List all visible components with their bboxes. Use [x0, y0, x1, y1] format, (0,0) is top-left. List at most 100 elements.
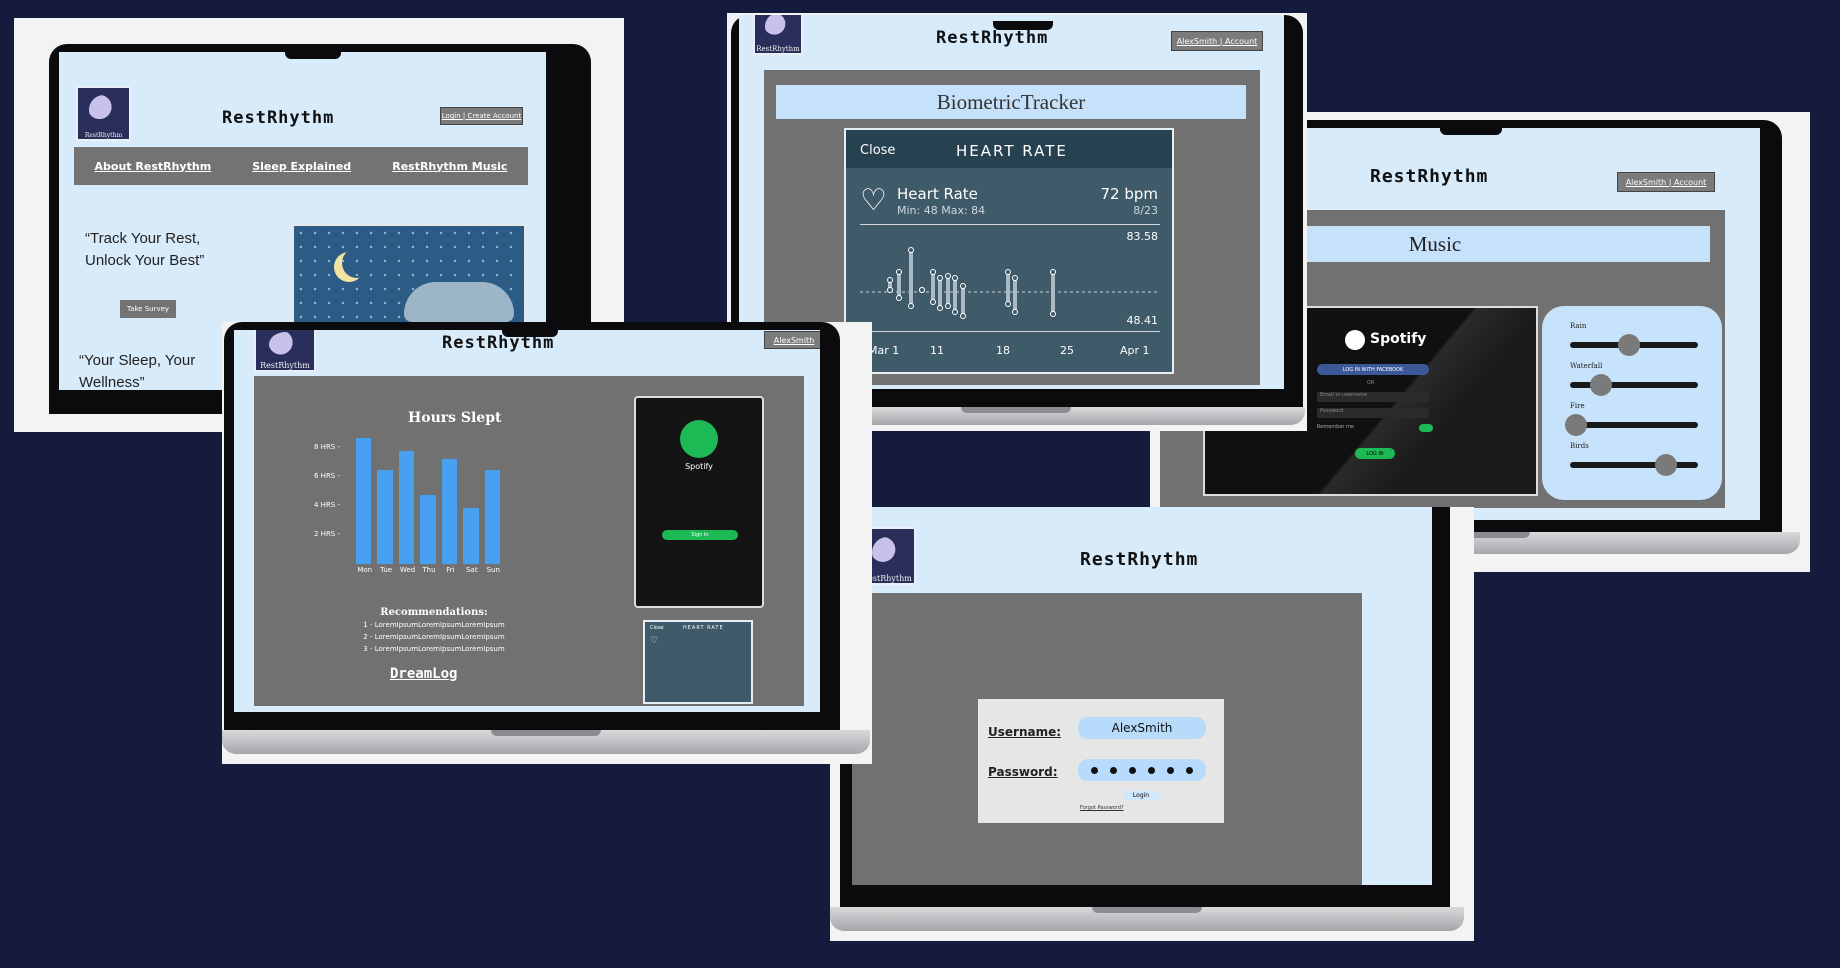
account-button[interactable]: AlexSmith | Account [1617, 172, 1715, 192]
hr-range-bar [1051, 272, 1055, 314]
camera-notch [1440, 126, 1502, 135]
heart-rate-mini-card[interactable]: Close HEART RATE ♡ [643, 620, 753, 704]
hr-point [937, 305, 943, 311]
x-tick-label: Mon [357, 566, 373, 574]
logo-caption: RestRhythm [862, 574, 912, 583]
take-survey-button[interactable]: Take Survey [120, 300, 176, 318]
camera-notch [502, 328, 558, 337]
slider-track[interactable] [1570, 454, 1698, 476]
logo[interactable]: RestRhythm [76, 86, 131, 141]
slider-track[interactable] [1570, 334, 1698, 356]
hr-range-bar [946, 276, 950, 306]
hr-point [887, 277, 893, 283]
close-button[interactable]: Close [860, 143, 896, 158]
x-axis-line [860, 331, 1160, 332]
biometric-mockup-frame: RestRhythm RestRhythm AlexSmith | Accoun… [727, 13, 1307, 431]
username-label: Username: [988, 725, 1062, 739]
x-tick-label: Sun [486, 566, 500, 574]
mini-close: Close [650, 625, 664, 631]
slider-track[interactable] [1565, 414, 1698, 436]
password-input[interactable] [1078, 759, 1206, 781]
x-tick-label: Sat [466, 566, 478, 574]
login-laptop-base [830, 907, 1464, 931]
wellness-quote: “Your Sleep, Your Wellness” [79, 352, 196, 390]
y-max-label: 83.58 [1126, 230, 1159, 243]
hr-point [919, 287, 925, 293]
spotify-login-button[interactable]: LOG IN [1355, 448, 1395, 459]
hr-point [945, 273, 951, 279]
hr-range-bar [897, 272, 901, 298]
recommendation-item: 1 - LoremIpsumLoremIpsumLoremIpsum [363, 621, 505, 629]
hr-point [896, 269, 902, 275]
slider-label: Birds [1570, 442, 1589, 450]
logo[interactable]: RestRhythm [753, 15, 803, 55]
recommendations-title: Recommendations: [380, 607, 488, 618]
nav-music[interactable]: RestRhythm Music [392, 159, 508, 173]
logo[interactable]: RestRhythm [254, 330, 316, 372]
y-tick-label: 2 HRS - [314, 530, 341, 539]
account-button[interactable]: AlexSmith [764, 331, 820, 349]
hr-range-bar [953, 278, 957, 312]
brand-title: RestRhythm [936, 28, 1049, 48]
slider-knob[interactable] [1655, 454, 1677, 476]
login-create-account-button[interactable]: Login | Create Account [440, 107, 523, 125]
hr-point [908, 303, 914, 309]
tagline-quote: “Track Your Rest, Unlock Your Best” [85, 230, 205, 269]
y-tick-label: 6 HRS - [314, 472, 341, 481]
login-screen: RestRhythm RestRhythm Username: AlexSmit… [852, 507, 1432, 885]
hr-point [930, 269, 936, 275]
hr-point [887, 287, 893, 293]
nav-sleep-explained[interactable]: Sleep Explained [252, 159, 352, 173]
x-tick-label: Fri [446, 566, 455, 574]
remember-me-toggle[interactable] [1419, 424, 1433, 432]
or-divider: OR [1367, 380, 1375, 386]
slider-track[interactable] [1570, 374, 1698, 396]
dashboard-laptop-base [222, 730, 870, 754]
email-input[interactable]: Email or username [1317, 392, 1429, 402]
slider-knob[interactable] [1617, 334, 1640, 356]
recommendation-item: 2 - LoremIpsumLoremIpsumLoremIpsum [363, 633, 505, 641]
home-laptop: RestRhythm RestRhythm Login | Create Acc… [49, 44, 591, 414]
dashboard-screen: RestRhythm RestRhythm AlexSmith Hours Sl… [234, 330, 820, 712]
password-label: Password: [988, 765, 1058, 779]
bar [484, 470, 500, 564]
nav-about[interactable]: About RestRhythm [94, 159, 212, 173]
heart-rate-plot [860, 247, 1160, 319]
slider-label: Fire [1570, 402, 1585, 410]
x-label: 25 [1060, 344, 1074, 357]
hr-range-bar [961, 286, 965, 316]
reading-date: 8/23 [1133, 204, 1158, 217]
slider-knob[interactable] [1589, 374, 1612, 396]
bar [377, 470, 393, 564]
chart-title: Hours Slept [408, 410, 502, 426]
spotify-signin-button[interactable]: Sign In [662, 530, 738, 540]
forgot-password-link[interactable]: Forgot Password? [1080, 805, 1124, 811]
hr-point [1005, 301, 1011, 307]
y-tick-label: 4 HRS - [314, 501, 341, 510]
hr-point [1050, 311, 1056, 317]
moon-icon [89, 95, 119, 125]
x-tick-label: Tue [380, 566, 393, 574]
y-tick-label: 8 HRS - [314, 443, 341, 452]
logo-caption: RestRhythm [84, 132, 123, 139]
spotify-widget: Spotify Sign In [634, 396, 764, 608]
dreamlog-link[interactable]: DreamLog [390, 666, 458, 682]
dashboard-laptop: RestRhythm RestRhythm AlexSmith Hours Sl… [224, 322, 840, 730]
metric-label: Heart Rate [897, 185, 978, 203]
sleeping-figure [404, 282, 514, 322]
slider-knob[interactable] [1565, 414, 1588, 436]
spotify-icon[interactable] [680, 420, 718, 458]
hr-range-bar [1006, 272, 1010, 304]
hr-point [945, 303, 951, 309]
login-button[interactable]: Login [1123, 791, 1159, 800]
bar [463, 507, 479, 564]
account-button[interactable]: AlexSmith | Account [1171, 31, 1263, 51]
camera-notch [993, 21, 1053, 30]
username-input[interactable]: AlexSmith [1078, 717, 1206, 739]
facebook-login-button[interactable]: LOG IN WITH FACEBOOK [1317, 364, 1429, 375]
home-nav: About RestRhythm Sleep Explained RestRhy… [74, 147, 528, 185]
hr-point [896, 295, 902, 301]
hr-point [930, 299, 936, 305]
password-input[interactable]: Password [1317, 408, 1429, 418]
bar [398, 451, 415, 564]
